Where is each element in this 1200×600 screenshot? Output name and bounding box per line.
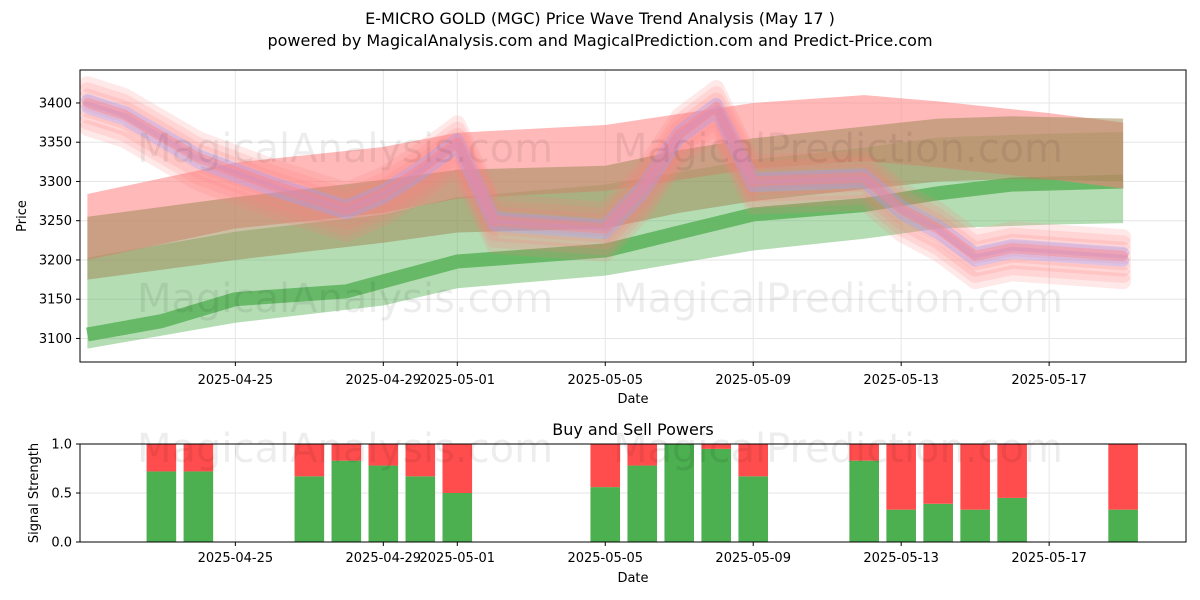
y-tick-label: 3200 bbox=[39, 253, 72, 268]
buy-power-bar bbox=[146, 471, 177, 542]
y-tick-label: 1.0 bbox=[51, 438, 72, 453]
y-tick-label: 3300 bbox=[39, 175, 72, 190]
y-tick-label: 0.0 bbox=[51, 536, 72, 551]
price-wave-blue-line bbox=[81, 93, 1130, 259]
x-tick-label: 2025-05-09 bbox=[715, 551, 791, 566]
olive-forecast-band bbox=[87, 116, 1124, 280]
watermark-text: MagicalAnalysis.com bbox=[137, 126, 553, 172]
price-wave-line bbox=[80, 120, 1132, 290]
buy-power-bar bbox=[368, 465, 399, 542]
top-plot-area bbox=[80, 76, 1132, 349]
x-tick-label: 2025-05-13 bbox=[863, 373, 939, 388]
x-tick-label: 2025-05-01 bbox=[420, 551, 496, 566]
x-tick-label: 2025-05-13 bbox=[863, 551, 939, 566]
x-tick-label: 2025-04-25 bbox=[198, 551, 274, 566]
buy-power-bar bbox=[738, 476, 769, 542]
sell-power-bar bbox=[442, 444, 473, 493]
buy-power-bar bbox=[664, 444, 695, 542]
buy-power-bar bbox=[294, 476, 325, 542]
buy-power-bar bbox=[1108, 509, 1138, 542]
x-tick-label: 2025-05-17 bbox=[1011, 373, 1087, 388]
sell-power-bar bbox=[849, 444, 879, 461]
sell-power-bar bbox=[368, 444, 399, 466]
sell-power-bar bbox=[960, 444, 990, 510]
buy-power-bar bbox=[701, 448, 732, 542]
x-tick-label: 2025-04-25 bbox=[198, 373, 274, 388]
sell-power-bar bbox=[183, 444, 214, 472]
green-trend-line bbox=[86, 174, 1124, 342]
sell-power-bar bbox=[923, 444, 953, 504]
price-wave-line bbox=[80, 82, 1132, 252]
watermark-text: MagicalPrediction.com bbox=[613, 276, 1063, 322]
sell-power-bar bbox=[331, 444, 362, 461]
sell-power-bar bbox=[627, 444, 658, 466]
buy-power-bar bbox=[849, 460, 879, 542]
y-tick-label: 3100 bbox=[39, 332, 72, 347]
x-tick-label: 2025-05-17 bbox=[1011, 551, 1087, 566]
buy-power-bar bbox=[960, 509, 990, 542]
bottom-y-axis-label: Signal Strength bbox=[27, 443, 42, 543]
price-wave-main-line bbox=[82, 97, 1129, 262]
buy-power-bar bbox=[886, 509, 916, 542]
price-wave-chart: 3100 3150 3200 3250 3300 3350 3400 2025-04-25 20… bbox=[15, 69, 1187, 407]
price-wave-line bbox=[80, 101, 1132, 271]
x-tick-label: 2025-05-01 bbox=[420, 373, 496, 388]
price-wave-line bbox=[80, 113, 1132, 283]
buy-power-bar bbox=[997, 497, 1027, 542]
sell-power-bar bbox=[146, 444, 177, 472]
buy-power-bar bbox=[923, 503, 953, 542]
y-tick-label: 3400 bbox=[39, 96, 72, 111]
buy-power-bar bbox=[627, 465, 658, 542]
x-tick-label: 2025-05-05 bbox=[567, 551, 643, 566]
y-tick-label: 0.5 bbox=[51, 487, 72, 502]
y-tick-label: 3250 bbox=[39, 214, 72, 229]
price-wave-line bbox=[80, 76, 1132, 246]
sell-power-bar bbox=[294, 444, 325, 477]
top-axis-ticks: 3100 3150 3200 3250 3300 3350 3400 2025-04-25 20… bbox=[39, 96, 1087, 388]
buy-power-bar bbox=[442, 493, 473, 542]
top-x-axis-label: Date bbox=[617, 392, 648, 407]
y-tick-label: 3150 bbox=[39, 293, 72, 308]
buy-power-bar bbox=[590, 487, 621, 542]
buy-power-bar bbox=[331, 460, 362, 542]
chart-subtitle: powered by MagicalAnalysis.com and Magic… bbox=[267, 31, 933, 50]
x-tick-label: 2025-05-05 bbox=[567, 373, 643, 388]
chart-title: E-MICRO GOLD (MGC) Price Wave Trend Anal… bbox=[365, 9, 835, 28]
sell-power-bar bbox=[1108, 444, 1138, 510]
watermark-text: MagicalAnalysis.com bbox=[137, 426, 553, 472]
x-tick-label: 2025-04-29 bbox=[346, 551, 422, 566]
sell-power-bar bbox=[997, 444, 1027, 498]
price-wave-line bbox=[80, 107, 1132, 277]
buy-power-bar bbox=[405, 476, 436, 542]
x-tick-label: 2025-04-29 bbox=[346, 373, 422, 388]
bottom-x-axis-label: Date bbox=[617, 571, 648, 586]
x-tick-label: 2025-05-09 bbox=[715, 373, 791, 388]
buy-sell-power-chart: Buy and Sell Powers 0.0 0.5 1.0 2025-04-25 2… bbox=[27, 420, 1187, 586]
price-wave-blue-line bbox=[81, 101, 1130, 267]
bottom-plot-area bbox=[146, 444, 1138, 542]
top-y-axis-label: Price bbox=[15, 200, 30, 232]
sell-power-bar bbox=[590, 444, 621, 488]
y-tick-label: 3350 bbox=[39, 136, 72, 151]
top-axes-frame bbox=[79, 69, 1187, 363]
price-wave-line bbox=[80, 88, 1132, 258]
buy-power-bar bbox=[183, 471, 214, 542]
sell-power-bar bbox=[701, 444, 732, 449]
watermark-text: MagicalPrediction.com bbox=[613, 126, 1063, 172]
watermarks: MagicalAnalysis.com MagicalPrediction.com… bbox=[137, 126, 1063, 472]
watermark-text: MagicalAnalysis.com bbox=[137, 276, 553, 322]
sell-power-bar bbox=[405, 444, 436, 477]
sell-power-bar bbox=[738, 444, 769, 477]
price-wave-line bbox=[80, 94, 1132, 265]
watermark-text: MagicalPrediction.com bbox=[613, 426, 1063, 472]
sell-power-bar bbox=[886, 444, 916, 510]
bottom-chart-title: Buy and Sell Powers bbox=[552, 420, 714, 439]
